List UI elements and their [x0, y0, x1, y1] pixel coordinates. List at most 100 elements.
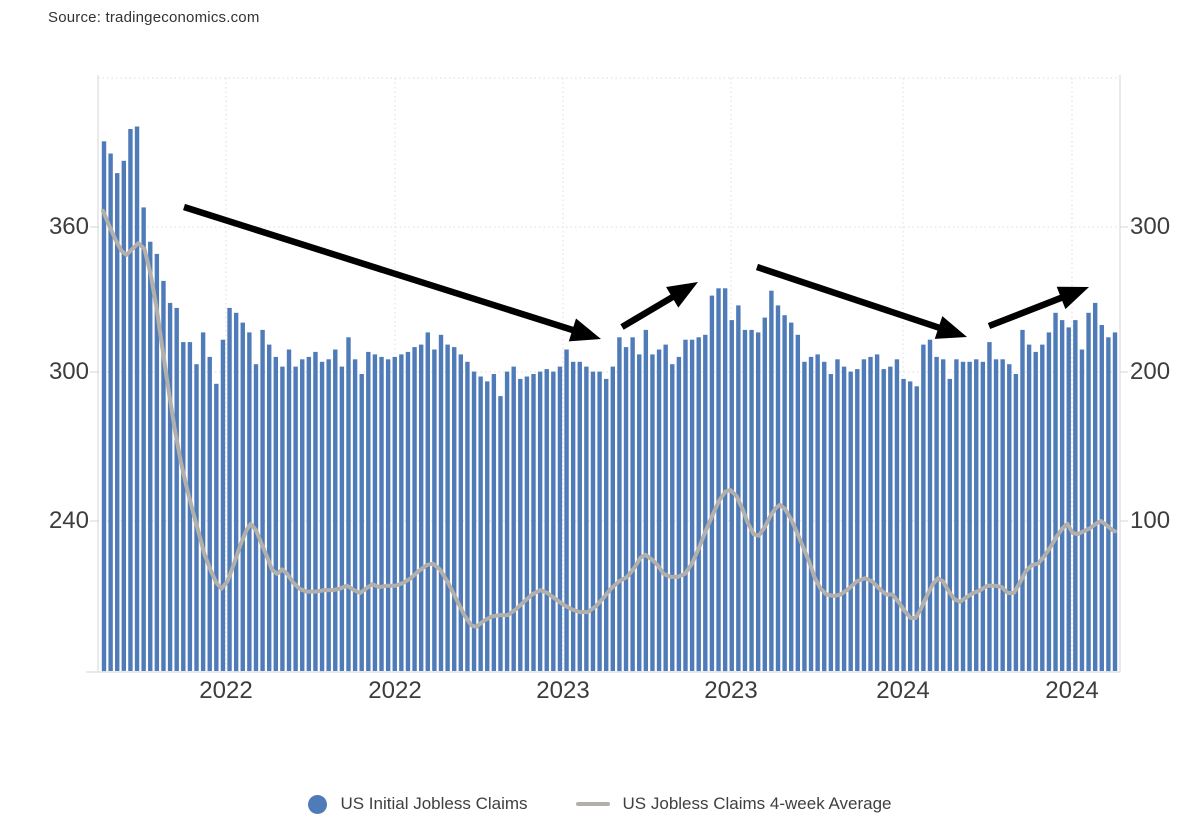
x-axis-tick-label: 2023 [536, 677, 590, 704]
bar [121, 160, 127, 671]
bar [1059, 320, 1065, 671]
bar [333, 349, 338, 671]
bar [1000, 359, 1005, 671]
right-axis-tick-label: 200 [1130, 358, 1171, 385]
bar [405, 351, 411, 671]
bar [214, 383, 219, 671]
bar [789, 322, 794, 671]
legend-item-4week-average[interactable]: US Jobless Claims 4-week Average [575, 794, 892, 814]
line-series-marker-icon [575, 802, 610, 806]
bar [392, 356, 397, 671]
bar [855, 369, 860, 671]
bar [544, 369, 549, 671]
bar [861, 359, 867, 671]
bar [537, 371, 543, 671]
bar [888, 366, 893, 671]
x-axis-tick-label: 2024 [1045, 677, 1099, 704]
right-axis-tick-label: 100 [1130, 507, 1171, 534]
bar [511, 366, 516, 671]
legend-label: US Initial Jobless Claims [340, 794, 528, 813]
bar [385, 359, 391, 671]
bar [524, 376, 530, 671]
trend-arrowhead-icon [934, 316, 967, 339]
chart-legend: US Initial Jobless Claims US Jobless Cla… [0, 794, 1200, 814]
chart-canvas [86, 75, 1128, 673]
bar [174, 307, 179, 671]
bar [399, 354, 404, 671]
bar [240, 322, 245, 671]
bar [604, 378, 609, 671]
bar [280, 366, 285, 671]
bar [1007, 364, 1012, 671]
bar [458, 354, 464, 671]
bar [670, 364, 675, 671]
bar [478, 376, 483, 671]
bar [874, 354, 880, 671]
bar [233, 312, 239, 672]
bar [518, 378, 523, 671]
bar [1099, 325, 1104, 671]
bar [623, 347, 629, 671]
x-axis-tick-label: 2022 [199, 677, 253, 704]
bar [267, 344, 272, 671]
bar [815, 354, 820, 671]
bar [207, 356, 212, 671]
trend-arrowhead-icon [1056, 286, 1089, 310]
bar [141, 207, 146, 671]
bar [1106, 337, 1111, 672]
bar [643, 329, 649, 671]
bar [167, 302, 173, 671]
bar [676, 356, 682, 671]
bar [762, 317, 767, 671]
bar [412, 347, 417, 671]
bar [960, 361, 966, 672]
bar [564, 349, 569, 671]
x-axis-tick-label: 2024 [876, 677, 930, 704]
bar [1112, 332, 1118, 671]
bar [782, 315, 787, 671]
bar [438, 334, 444, 671]
bar [551, 371, 556, 671]
right-axis-tick-label: 300 [1130, 213, 1171, 240]
bar [907, 381, 913, 671]
bar [617, 337, 622, 672]
bar [128, 129, 133, 671]
bar [934, 356, 939, 671]
bar [808, 356, 814, 671]
bar [921, 344, 926, 671]
bar [848, 371, 853, 671]
bar [1086, 312, 1091, 672]
bar [319, 361, 325, 672]
bar [286, 349, 292, 671]
bar [650, 354, 655, 671]
bar [108, 153, 113, 671]
bar [498, 396, 503, 671]
bar [445, 344, 450, 671]
bar [1046, 332, 1052, 671]
bar [134, 126, 140, 671]
bar-series-marker-icon [308, 794, 328, 814]
bar [181, 342, 186, 671]
bar [425, 332, 430, 671]
bar [1073, 320, 1078, 671]
bar [716, 288, 721, 672]
bar [703, 334, 708, 671]
bar [300, 359, 305, 671]
bar [557, 366, 563, 671]
bar [101, 141, 107, 672]
bar [927, 339, 933, 671]
bar [293, 366, 298, 671]
legend-item-initial-claims[interactable]: US Initial Jobless Claims [308, 794, 528, 814]
bar [1033, 351, 1038, 671]
average-line [101, 208, 1117, 629]
bar [1053, 312, 1058, 672]
bar [260, 329, 265, 671]
bar [432, 349, 437, 671]
bar [590, 371, 596, 671]
left-axis-tick-label: 360 [48, 213, 89, 240]
trend-arrow-shaft [755, 263, 944, 332]
bar [372, 354, 378, 671]
bar [366, 351, 371, 671]
bar [775, 305, 781, 671]
bar [755, 332, 761, 671]
